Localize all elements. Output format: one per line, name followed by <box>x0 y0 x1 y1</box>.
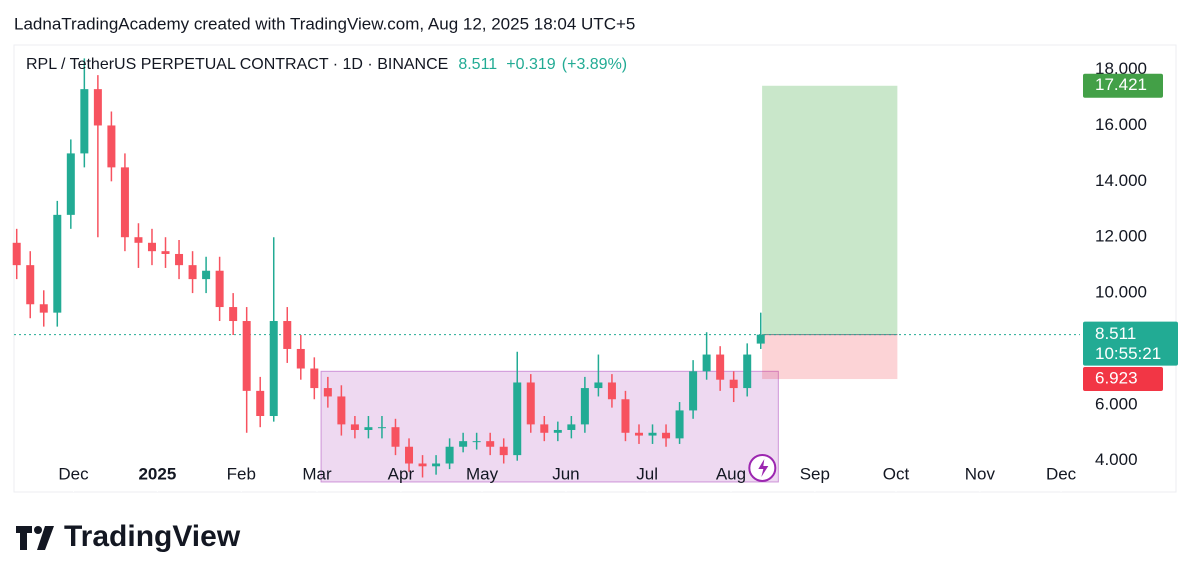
candle-body <box>323 388 332 397</box>
candle-body <box>486 441 495 447</box>
candle-body <box>66 153 75 215</box>
candle-body <box>553 429 562 433</box>
candle-body <box>269 321 278 417</box>
candle-body <box>80 89 89 154</box>
candle-body <box>418 463 427 467</box>
x-tick-label: Aug <box>716 464 746 483</box>
candle-body <box>310 368 319 389</box>
candle-body <box>634 432 643 436</box>
candle-body <box>283 321 292 349</box>
y-tick-label: 6.000 <box>1095 394 1138 413</box>
candle-body <box>445 446 454 464</box>
candle-body <box>93 89 102 126</box>
stop-zone <box>762 334 898 380</box>
candle-body <box>134 237 143 243</box>
candle-body <box>39 304 48 313</box>
candle-body <box>472 441 481 443</box>
x-tick-label: May <box>466 464 499 483</box>
candle-body <box>175 253 184 266</box>
legend-change-pct: (+3.89%) <box>562 56 627 73</box>
stop-label: 6.923 <box>1095 369 1138 388</box>
candle-body <box>729 379 738 389</box>
legend-price: 8.511 <box>458 56 497 73</box>
candle-body <box>594 382 603 389</box>
candle-body <box>756 334 765 344</box>
target-label-box <box>1083 73 1163 98</box>
candle-body <box>607 382 616 400</box>
y-tick-label: 4.000 <box>1095 450 1138 469</box>
candle-body <box>296 348 305 369</box>
candle-body <box>350 424 359 430</box>
plot <box>12 58 1080 483</box>
x-tick-label: Nov <box>965 464 996 483</box>
x-tick-label: Jul <box>636 464 658 483</box>
brand-name: TradingView <box>64 520 241 553</box>
x-tick-label: Dec <box>58 464 89 483</box>
candle-body <box>188 265 197 280</box>
stop-label-box <box>1083 367 1163 392</box>
candle-body <box>377 427 386 429</box>
candle-body <box>256 390 265 417</box>
candle-body <box>26 265 35 305</box>
x-tick-label: Sep <box>800 464 830 483</box>
x-tick-label: Jun <box>552 464 579 483</box>
candle-body <box>580 388 589 425</box>
candle-body <box>364 427 373 430</box>
y-tick-label: 16.000 <box>1095 115 1147 134</box>
candle-body <box>621 399 630 433</box>
attribution: LadnaTradingAcademy created with Trading… <box>14 14 635 33</box>
y-tick-label: 12.000 <box>1095 227 1147 246</box>
x-tick-label: Feb <box>227 464 256 483</box>
candle-body <box>12 242 21 266</box>
candle-body <box>689 371 698 411</box>
candle-body <box>702 354 711 372</box>
candle-body <box>405 446 414 464</box>
candle-body <box>107 125 116 168</box>
candle-body <box>229 307 238 322</box>
y-tick-label: 10.000 <box>1095 283 1147 302</box>
candle-body <box>391 427 400 447</box>
target-label: 17.421 <box>1095 75 1147 94</box>
target-zone <box>762 85 898 335</box>
brand-logo <box>16 526 54 550</box>
candle-body <box>120 167 129 238</box>
x-tick-label: Mar <box>302 464 332 483</box>
candle-body <box>459 441 468 447</box>
y-tick-label: 18.000 <box>1095 59 1147 78</box>
candle-body <box>675 410 684 439</box>
candle-body <box>743 354 752 389</box>
candle-body <box>147 242 156 252</box>
chart-frame <box>13 44 1177 493</box>
symbol: RPL / TetherUS PERPETUAL CONTRACT · 1D ·… <box>26 56 448 73</box>
last-price-box <box>1083 321 1178 366</box>
candle-body <box>499 446 508 456</box>
range-icon-bolt <box>758 458 769 477</box>
candle-body <box>513 382 522 456</box>
x-tick-label: Apr <box>388 464 415 483</box>
y-tick-label: 14.000 <box>1095 171 1147 190</box>
x-tick-label: Dec <box>1046 464 1077 483</box>
last-price-label: 8.511 <box>1095 324 1136 343</box>
candle-body <box>540 424 549 433</box>
candle-body <box>161 251 170 254</box>
range-box <box>320 370 779 483</box>
candle-body <box>337 396 346 425</box>
candle-body <box>202 270 211 280</box>
candle-body <box>716 354 725 380</box>
legend-change: +0.319 <box>506 56 555 73</box>
candle-body <box>432 463 441 467</box>
candle-body <box>526 382 535 425</box>
candle-body <box>53 214 62 313</box>
candle-body <box>648 432 657 436</box>
x-tick-label: Oct <box>883 464 910 483</box>
candle-body <box>242 321 251 391</box>
x-tick-label: 2025 <box>138 464 176 483</box>
candle-body <box>662 432 671 439</box>
countdown: 10:55:21 <box>1095 344 1161 363</box>
candle-body <box>215 270 224 308</box>
candle-body <box>567 424 576 430</box>
